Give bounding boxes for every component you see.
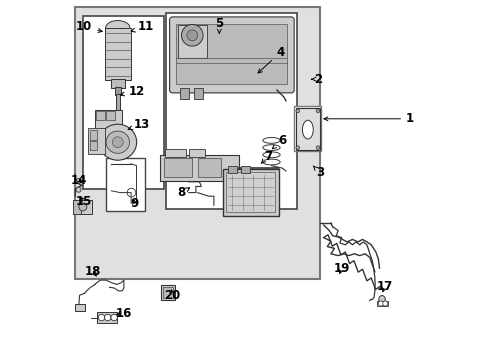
Bar [376,301,387,306]
Bar [73,200,81,214]
Bar [294,106,321,151]
Circle shape [181,24,203,46]
Circle shape [378,301,383,306]
Circle shape [295,109,299,113]
Ellipse shape [378,296,385,303]
Text: 2: 2 [311,73,322,86]
Bar [111,79,124,88]
Bar [96,111,105,120]
Text: 10: 10 [76,21,102,33]
Bar [223,169,278,216]
Bar [194,88,203,99]
Bar [178,25,206,58]
Circle shape [98,314,104,321]
Bar [88,128,105,154]
Bar [106,158,145,211]
Text: 14: 14 [71,174,87,186]
Circle shape [186,30,197,41]
Circle shape [104,314,111,321]
Bar [83,16,164,189]
Bar [75,304,85,311]
Text: 12: 12 [120,85,144,98]
Bar [165,149,186,157]
Circle shape [316,109,319,113]
Bar [95,110,122,129]
Ellipse shape [79,203,87,211]
Bar [106,111,115,120]
Bar [176,24,286,84]
Circle shape [316,146,319,149]
Bar [73,200,92,214]
Bar [226,172,275,212]
Circle shape [76,187,81,192]
Bar [160,155,239,181]
Text: 18: 18 [85,265,102,278]
Text: 20: 20 [164,289,180,302]
Bar [104,28,130,80]
Bar [241,166,249,173]
Text: 17: 17 [376,280,392,293]
Bar [163,158,192,177]
Bar [188,149,204,157]
Bar [197,158,221,177]
Bar [115,87,121,95]
Bar [163,287,172,298]
Text: 8: 8 [177,186,189,199]
Ellipse shape [106,131,129,153]
Bar [161,285,174,300]
Text: 4: 4 [258,46,284,73]
Bar [166,13,297,209]
Text: 6: 6 [272,134,286,149]
Circle shape [111,314,117,321]
Bar [179,88,188,99]
Bar [89,130,97,140]
Text: 13: 13 [128,118,150,131]
Bar [97,312,117,323]
Ellipse shape [99,124,137,160]
Ellipse shape [302,120,313,139]
FancyBboxPatch shape [169,17,294,93]
Bar [116,94,120,111]
Bar [89,141,97,150]
Bar [228,166,237,173]
Circle shape [76,179,81,184]
Text: 19: 19 [333,262,349,275]
Text: 5: 5 [215,17,223,33]
Text: 15: 15 [76,195,92,208]
Circle shape [382,301,387,306]
Text: 9: 9 [130,197,139,210]
Text: 7: 7 [261,150,271,163]
Bar [295,108,320,150]
Text: 3: 3 [313,166,324,179]
Bar [75,7,320,279]
Circle shape [295,146,299,149]
Ellipse shape [112,137,123,148]
Ellipse shape [105,21,130,36]
Text: 11: 11 [131,21,153,33]
Text: 16: 16 [116,307,132,320]
Text: 1: 1 [324,112,413,125]
